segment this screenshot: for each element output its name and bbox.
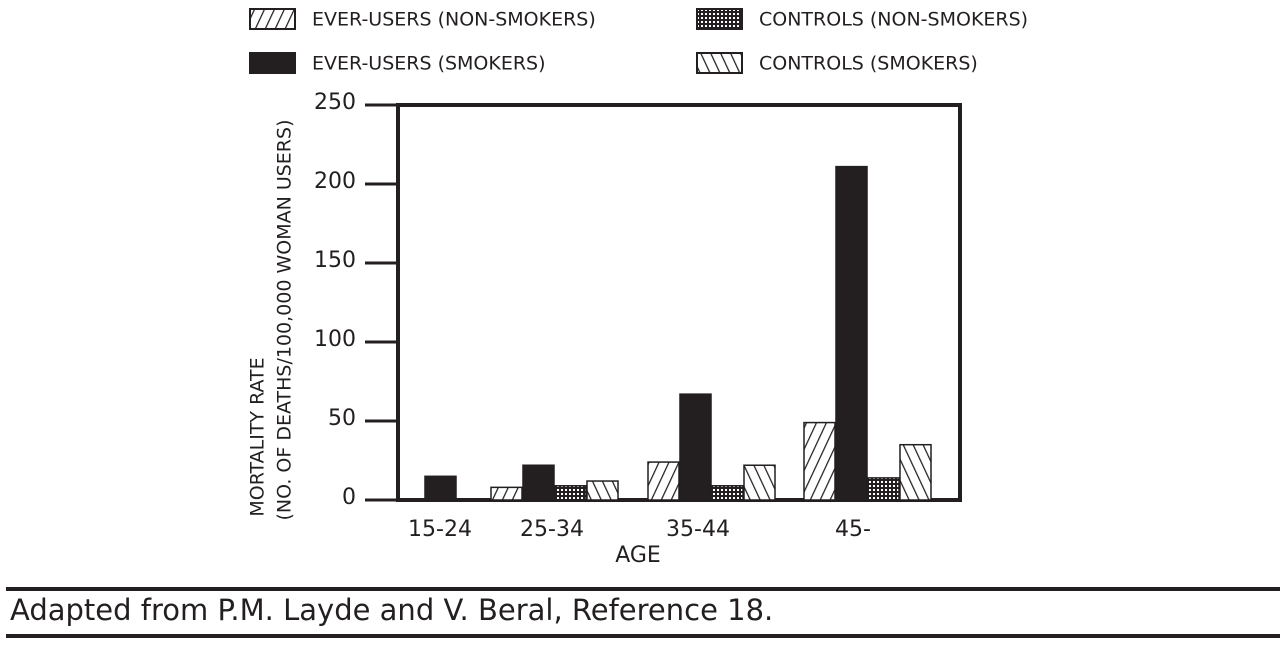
y-tick-label: 150 (314, 248, 356, 273)
x-tick-label: 35-44 (666, 517, 730, 542)
y-tick-label: 0 (342, 485, 356, 510)
y-tick-label: 100 (314, 327, 356, 352)
legend-label: EVER-USERS (SMOKERS) (312, 53, 546, 75)
x-axis-label: AGE (615, 543, 661, 568)
plot-frame (396, 103, 962, 502)
bar (554, 485, 587, 501)
bar (424, 475, 457, 501)
bar (586, 480, 619, 501)
legend-swatch (249, 8, 296, 30)
bar (835, 165, 868, 501)
x-tick-label: 45- (835, 517, 871, 542)
legend-swatch (696, 8, 743, 30)
x-tick-label: 25-34 (520, 517, 584, 542)
bar (490, 486, 523, 501)
bar (743, 464, 776, 501)
bar (899, 443, 932, 501)
bar (679, 393, 712, 501)
bar (647, 461, 680, 501)
y-tick-label: 200 (314, 169, 356, 194)
x-tick-label: 15-24 (408, 517, 472, 542)
legend-swatch (249, 52, 296, 74)
legend-label: EVER-USERS (NON-SMOKERS) (312, 9, 596, 31)
y-tick-label: 50 (328, 406, 356, 431)
caption: Adapted from P.M. Layde and V. Beral, Re… (10, 593, 773, 627)
bar (867, 477, 900, 501)
bar (711, 485, 744, 501)
bar (522, 464, 555, 501)
legend-label: CONTROLS (SMOKERS) (759, 53, 978, 75)
legend-label: CONTROLS (NON-SMOKERS) (759, 9, 1028, 31)
bar (803, 421, 836, 501)
legend-swatch (696, 52, 743, 74)
y-tick-label: 250 (314, 90, 356, 115)
y-axis-label: MORTALITY RATE (247, 357, 269, 516)
y-axis-label: (NO. OF DEATHS/100,000 WOMAN USERS) (274, 120, 296, 521)
